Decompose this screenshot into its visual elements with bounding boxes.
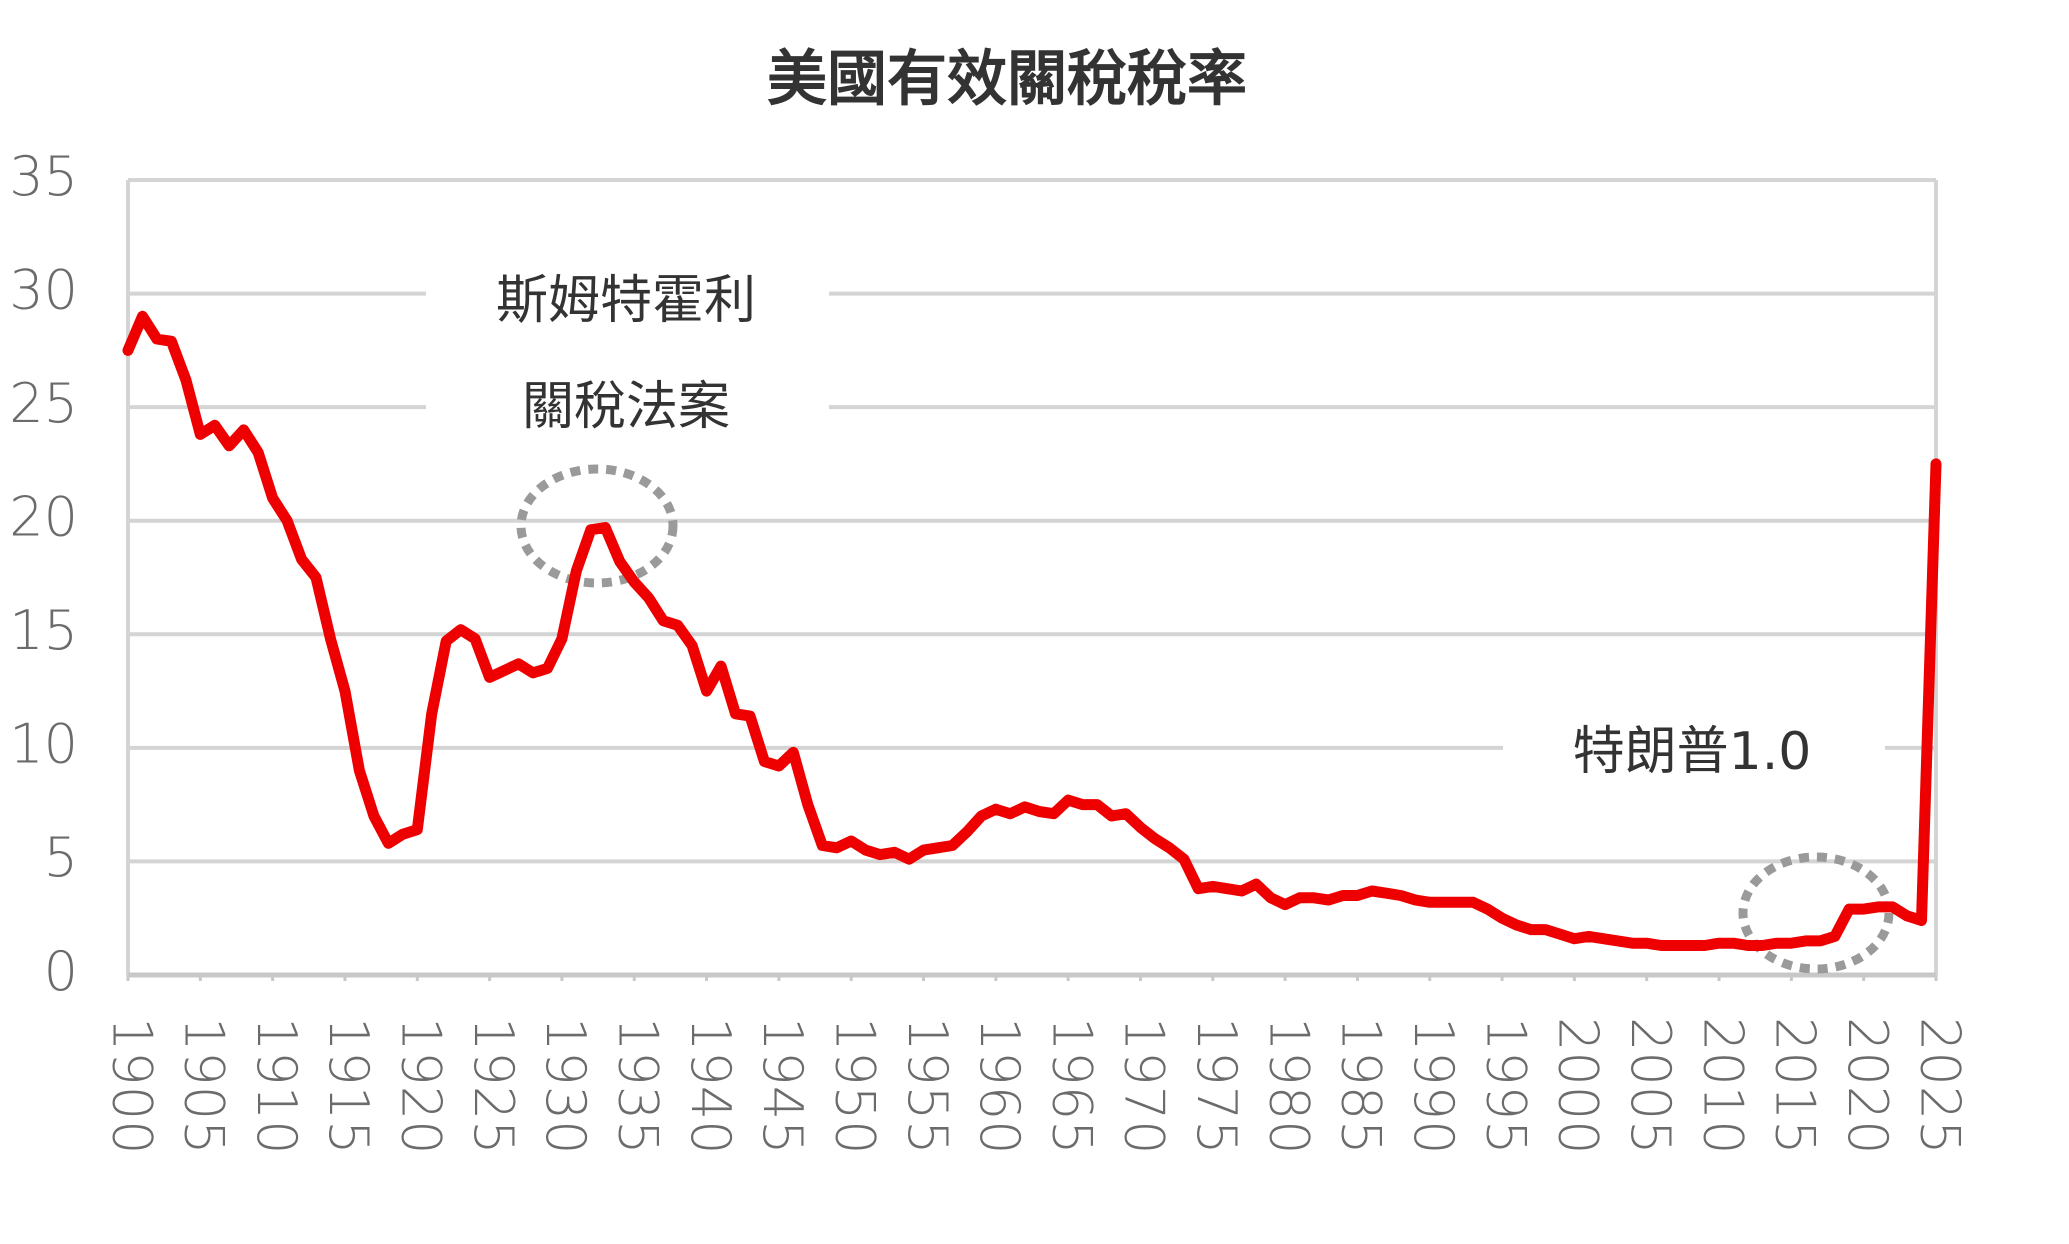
- x-tick-label: 1945: [751, 1017, 814, 1154]
- x-tick-label: 1930: [534, 1017, 597, 1154]
- x-tick-label: 2010: [1691, 1017, 1754, 1154]
- y-tick-label: 35: [9, 145, 78, 208]
- x-tick-label: 1925: [462, 1017, 525, 1154]
- chart-title: 美國有效關稅稅率: [767, 45, 1247, 115]
- x-tick-label: 1900: [100, 1017, 163, 1154]
- annotation: 關稅法案: [522, 377, 730, 437]
- x-tick-label: 2025: [1908, 1017, 1971, 1154]
- y-tick-label: 30: [9, 258, 78, 321]
- x-tick-label: 1920: [390, 1017, 453, 1154]
- x-tick-label: 2000: [1547, 1017, 1610, 1154]
- y-tick-label: 10: [9, 713, 78, 776]
- y-tick-label: 25: [9, 372, 78, 435]
- x-tick-label: 1965: [1040, 1017, 1103, 1154]
- x-tick-label: 1970: [1113, 1017, 1176, 1154]
- x-tick-label: 1960: [968, 1017, 1031, 1154]
- x-tick-label: 1935: [606, 1017, 669, 1154]
- x-tick-label: 1975: [1185, 1017, 1248, 1154]
- x-tick-label: 1985: [1330, 1017, 1393, 1154]
- x-tick-label: 1980: [1257, 1017, 1320, 1154]
- y-tick-label: 0: [44, 940, 78, 1003]
- x-tick-label: 1950: [823, 1017, 886, 1154]
- x-tick-label: 1955: [896, 1017, 959, 1154]
- x-tick-label: 1905: [173, 1017, 236, 1154]
- annotation-bg: [1503, 720, 1885, 790]
- y-tick-label: 5: [44, 826, 78, 889]
- x-tick-label: 1990: [1402, 1017, 1465, 1154]
- y-tick-label: 20: [9, 485, 78, 548]
- x-tick-label: 2020: [1836, 1017, 1899, 1154]
- annotation: 特朗普1.0: [1573, 722, 1812, 782]
- highlight-circle: [516, 464, 678, 588]
- data-line: [122, 310, 1942, 951]
- x-tick-label: 1910: [245, 1017, 308, 1154]
- highlight-circle: [1738, 852, 1894, 974]
- annotation-bg: [426, 270, 829, 440]
- x-tick-label: 1940: [679, 1017, 742, 1154]
- x-tick-label: 2005: [1619, 1017, 1682, 1154]
- x-tick-label: 1995: [1474, 1017, 1537, 1154]
- annotation: 斯姆特霍利: [496, 271, 756, 331]
- x-tick-label: 2015: [1764, 1017, 1827, 1154]
- y-tick-label: 15: [9, 599, 78, 662]
- x-tick-label: 1915: [317, 1017, 380, 1154]
